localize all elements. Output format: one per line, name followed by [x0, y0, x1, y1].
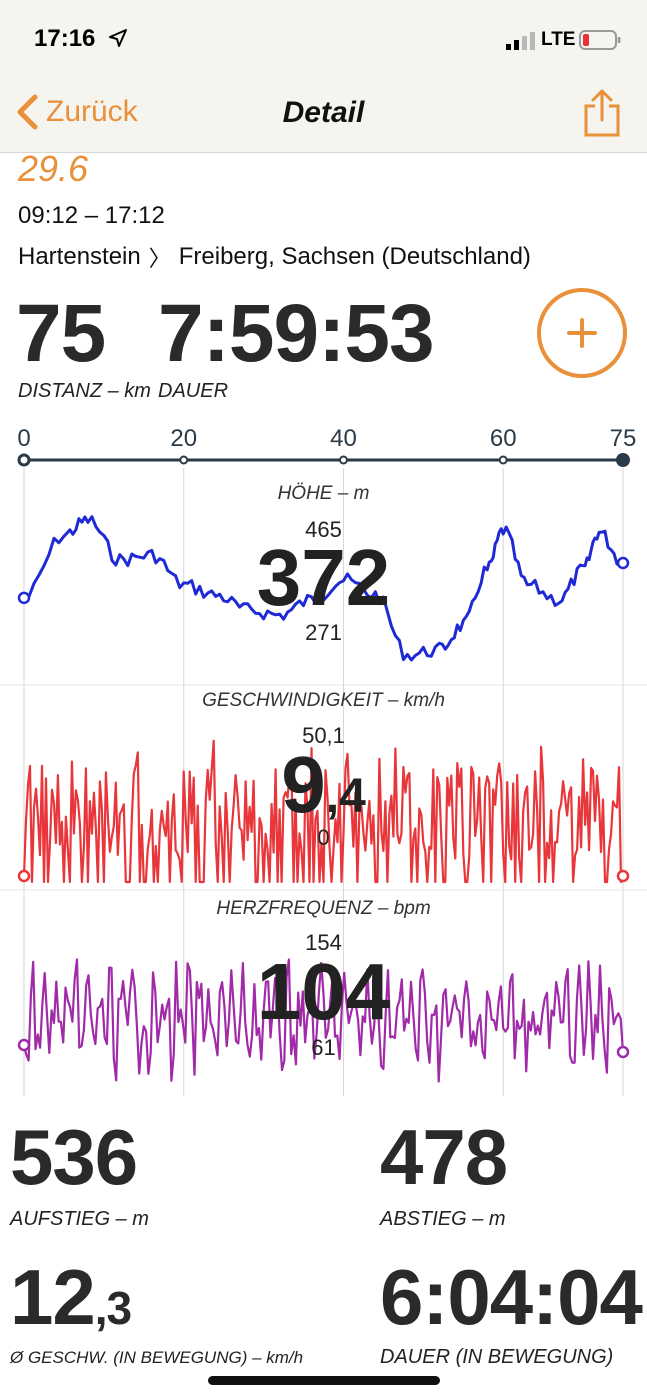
share-icon[interactable]	[582, 88, 622, 138]
elevation-min: 271	[305, 620, 342, 645]
avg-speed-value: 12,3	[10, 1258, 132, 1336]
network-type: LTE	[541, 29, 576, 50]
moving-duration-label: DAUER (IN BEWEGUNG)	[380, 1346, 614, 1368]
heart-rate-marker-end	[616, 1045, 630, 1059]
heart-rate-current: 104	[256, 947, 391, 1036]
route: Hartenstein 〉 Freiberg, Sachsen (Deutsch…	[18, 241, 531, 273]
speed-min: 0	[317, 825, 330, 850]
duration-label: DAUER	[158, 380, 229, 402]
distance-label: DISTANZ – km	[18, 380, 151, 402]
speed-label: GESCHWINDIGKEIT – km/h	[202, 690, 445, 711]
back-label: Zurück	[46, 95, 138, 128]
battery-icon	[579, 30, 621, 50]
axis-tick-label: 60	[490, 425, 517, 452]
page-title: Detail	[282, 96, 365, 129]
status-time: 17:16	[34, 25, 96, 52]
heart-rate-line	[22, 958, 625, 1083]
route-end: Freiberg, Sachsen (Deutschland)	[178, 243, 531, 270]
elevation-label: HÖHE – m	[277, 483, 370, 504]
avg-speed-int: 12	[10, 1253, 96, 1341]
axis-tick-label: 75	[610, 425, 637, 452]
route-separator: 〉	[148, 246, 171, 271]
axis-tick	[179, 455, 189, 465]
descent-label: ABSTIEG – m	[380, 1208, 506, 1230]
time-range: 09:12 – 17:12	[18, 202, 165, 229]
charts-area: 0 20 40 60 75 HÖHE – m 465 372 271 GESCHWIND…	[0, 420, 647, 1100]
location-arrow-icon	[109, 29, 127, 47]
elevation-max: 465	[305, 517, 342, 542]
ascent-label: AUFSTIEG – m	[10, 1208, 149, 1230]
distance-value: 75	[16, 288, 106, 379]
heart-rate-max: 154	[305, 930, 342, 955]
axis-tick	[17, 453, 31, 467]
elevation-marker-end	[616, 556, 630, 570]
heart-rate-label: HERZFREQUENZ – bpm	[216, 898, 431, 919]
speed-line	[22, 739, 625, 884]
descent-value: 478	[380, 1113, 508, 1201]
top-bar	[0, 0, 647, 153]
back-button[interactable]: Zurück	[14, 90, 138, 134]
signal-icon	[506, 32, 535, 50]
add-button[interactable]	[536, 287, 628, 379]
ascent-value: 536	[10, 1113, 138, 1201]
heart-rate-min: 61	[311, 1035, 336, 1060]
axis-tick	[616, 453, 630, 467]
axis-tick-label: 0	[17, 425, 30, 452]
elevation-line	[23, 515, 624, 662]
elevation-marker-start	[17, 591, 31, 605]
duration-value: 7:59:53	[158, 288, 435, 379]
moving-duration-value: 6:04:04	[380, 1253, 643, 1341]
axis-tick	[338, 455, 348, 465]
speed-max: 50,1	[302, 723, 345, 748]
route-start: Hartenstein	[18, 243, 141, 270]
speed-current: 9,4	[0, 745, 647, 825]
axis-tick	[498, 455, 508, 465]
home-indicator	[208, 1376, 440, 1385]
speed-current-int: 9	[281, 740, 326, 829]
axis-tick-label: 20	[170, 425, 197, 452]
charts-canvas[interactable]: 0 20 40 60 75	[0, 420, 647, 1100]
ride-title: 29.6	[18, 148, 89, 189]
elevation-current: 372	[256, 533, 391, 622]
heart-rate-marker-start	[17, 1038, 31, 1052]
speed-marker-start	[17, 869, 31, 883]
avg-speed-dec: ,3	[94, 1282, 132, 1334]
axis-tick-label: 40	[330, 425, 357, 452]
speed-current-dec: ,4	[325, 770, 366, 823]
speed-marker-end	[616, 869, 630, 883]
chevron-left-icon	[17, 94, 38, 130]
avg-speed-label: Ø GESCHW. (IN BEWEGUNG) – km/h	[10, 1348, 304, 1367]
